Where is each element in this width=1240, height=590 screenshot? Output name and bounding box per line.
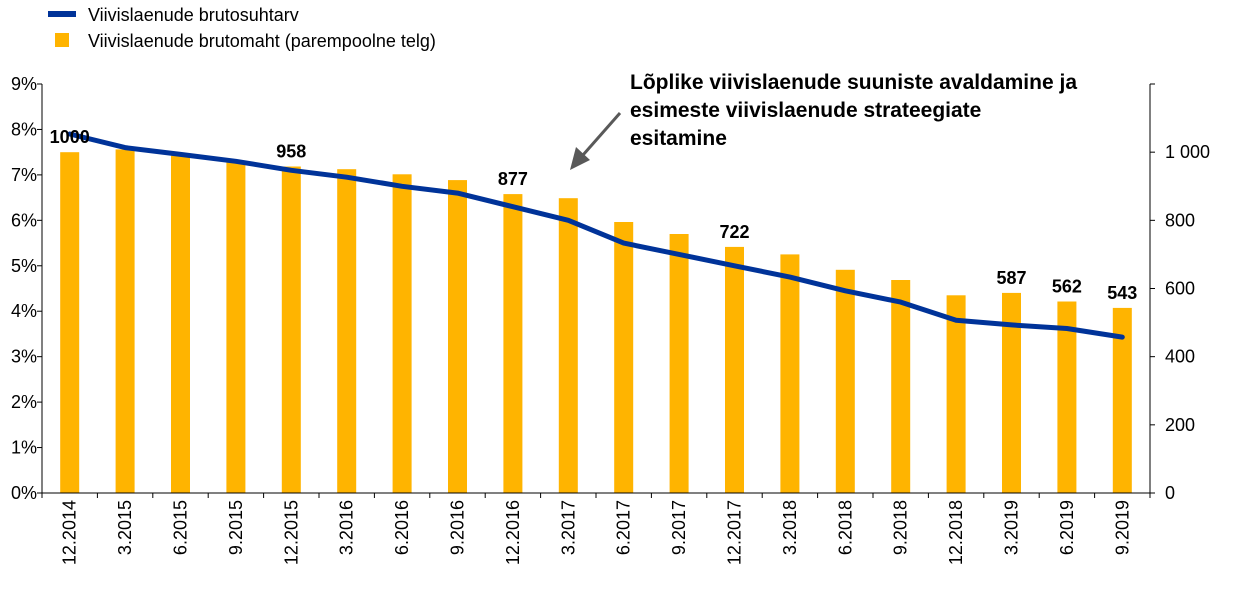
x-tick-label: 12.2017	[725, 500, 745, 565]
y-left-tick-label: 1%	[11, 438, 37, 458]
legend-label-bar: Viivislaenude brutomaht (parempoolne tel…	[88, 31, 436, 51]
bar	[503, 194, 522, 493]
y-right-tick-label: 400	[1165, 347, 1195, 367]
legend: Viivislaenude brutosuhtarv Viivislaenude…	[48, 5, 436, 51]
axes: 0% 1% 2% 3% 4% 5% 6% 7% 8% 9% 0 200 400 600 800 1 000 12…	[11, 74, 1210, 565]
y-left-tick-label: 4%	[11, 301, 37, 321]
bar	[448, 180, 467, 493]
x-tick-label: 6.2015	[171, 500, 191, 555]
x-tick-label: 3.2018	[780, 500, 800, 555]
x-tick-label: 3.2015	[115, 500, 135, 555]
bar	[614, 222, 633, 493]
bar	[60, 152, 79, 493]
x-tick-label: 6.2017	[614, 500, 634, 555]
y-left-tick-label: 7%	[11, 165, 37, 185]
bar-data-label: 877	[498, 169, 528, 189]
x-tick-label: 3.2016	[337, 500, 357, 555]
bar-data-label: 722	[719, 222, 749, 242]
y-left-tick-label: 8%	[11, 119, 37, 139]
legend-label-line: Viivislaenude brutosuhtarv	[88, 5, 299, 25]
y-left-tick-label: 5%	[11, 256, 37, 276]
x-tick-label: 12.2015	[281, 500, 301, 565]
y-left-tick-label: 3%	[11, 347, 37, 367]
annotation-line-3: esitamine	[630, 127, 727, 150]
x-tick-label: 3.2017	[558, 500, 578, 555]
bar-data-label: 562	[1052, 277, 1082, 297]
bar-data-label: 587	[996, 268, 1026, 288]
legend-bar-swatch	[55, 33, 69, 47]
bar-data-label: 543	[1107, 283, 1137, 303]
y-left-tick-label: 6%	[11, 210, 37, 230]
x-tick-label: 9.2018	[891, 500, 911, 555]
x-tick-label: 6.2016	[392, 500, 412, 555]
bar-data-label: 958	[276, 142, 306, 162]
x-tick-label: 12.2018	[946, 500, 966, 565]
y-right-tick-label: 1 000	[1165, 142, 1210, 162]
x-tick-label: 12.2014	[60, 500, 80, 565]
data-labels: 1000 958 877 722 587 562 543	[50, 127, 1138, 303]
bar	[836, 270, 855, 493]
x-tick-label: 9.2017	[669, 500, 689, 555]
bar	[725, 247, 744, 493]
legend-line-swatch	[48, 11, 76, 17]
x-tick-label: 9.2019	[1112, 500, 1132, 555]
y-left-tick-label: 9%	[11, 74, 37, 94]
x-tick-label: 6.2018	[835, 500, 855, 555]
y-right-tick-label: 200	[1165, 415, 1195, 435]
y-left-tick-label: 2%	[11, 392, 37, 412]
bar-data-label: 1000	[50, 127, 90, 147]
chart: Viivislaenude brutosuhtarv Viivislaenude…	[0, 0, 1240, 590]
annotation: Lõplike viivislaenude suuniste avaldamin…	[570, 71, 1077, 170]
x-tick-label: 9.2015	[226, 500, 246, 555]
bar	[670, 234, 689, 493]
bar	[393, 174, 412, 493]
x-tick-label: 3.2019	[1002, 500, 1022, 555]
bar	[116, 149, 135, 493]
y-left-tick-label: 0%	[11, 483, 37, 503]
bar	[891, 280, 910, 493]
x-tick-label: 12.2016	[503, 500, 523, 565]
bar	[780, 254, 799, 493]
annotation-arrow-shaft	[583, 113, 620, 155]
x-tick-label: 6.2019	[1057, 500, 1077, 555]
bar	[947, 295, 966, 493]
bar	[171, 156, 190, 493]
annotation-line-1: Lõplike viivislaenude suuniste avaldamin…	[630, 71, 1077, 94]
bar	[282, 167, 301, 494]
annotation-line-2: esimeste viivislaenude strateegiate	[630, 99, 981, 122]
bar	[226, 161, 245, 493]
bar	[337, 169, 356, 493]
y-right-tick-label: 600	[1165, 279, 1195, 299]
bar	[559, 198, 578, 493]
y-right-tick-label: 800	[1165, 210, 1195, 230]
y-right-tick-label: 0	[1165, 483, 1175, 503]
x-tick-label: 9.2016	[448, 500, 468, 555]
